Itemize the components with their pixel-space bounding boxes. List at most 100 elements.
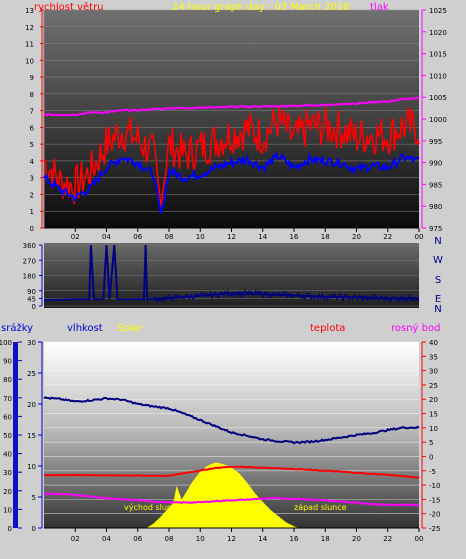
rain-tick-label: 80 bbox=[3, 376, 12, 384]
rain-tick-label: 30 bbox=[3, 469, 12, 477]
solar-label: Solar bbox=[117, 323, 143, 334]
wind-time-tick-label: 10 bbox=[196, 233, 205, 241]
direction-tick-label: 45 bbox=[27, 295, 36, 303]
climate-time-tick-label: 14 bbox=[258, 535, 267, 543]
pressure-label: tlak bbox=[370, 2, 389, 13]
wind-tick-label: 7 bbox=[30, 108, 34, 116]
rain-tick-label: 0 bbox=[8, 525, 12, 533]
wind-time-tick-label: 00 bbox=[415, 233, 424, 241]
humidity-tick-label: 5 bbox=[32, 494, 36, 502]
wind-speed-label: rychlost větru bbox=[34, 1, 104, 13]
climate-time-axis: 02 04 06 08 10 12 14 16 18 20 22 00 bbox=[71, 528, 424, 543]
temperature-axis: -25 -20 -15 -10 -5 0 5 10 15 20 25 30 35 40 bbox=[421, 339, 440, 533]
wind-tick-label: 8 bbox=[30, 91, 34, 99]
rain-tick-label: 90 bbox=[3, 358, 12, 366]
rain-tick-label: 10 bbox=[3, 506, 12, 514]
temperature-line bbox=[43, 465, 419, 479]
climate-time-tick-label: 18 bbox=[321, 535, 330, 543]
wind-panel-series bbox=[43, 96, 420, 214]
pressure-tick-label: 1015 bbox=[429, 51, 447, 59]
direction-tick-label: 180 bbox=[23, 273, 36, 281]
pressure-tick-label: 1025 bbox=[429, 7, 447, 15]
temperature-tick-label: -10 bbox=[429, 482, 440, 490]
wind-time-tick-label: 08 bbox=[165, 233, 174, 241]
wind-tick-label: 1 bbox=[30, 208, 34, 216]
temperature-tick-label: 30 bbox=[429, 368, 438, 376]
wind-time-tick-label: 02 bbox=[71, 233, 80, 241]
pressure-tick-label: 1010 bbox=[429, 72, 447, 80]
humidity-tick-label: 10 bbox=[27, 463, 36, 471]
humidity-label: vlhkost bbox=[67, 323, 103, 334]
climate-time-tick-label: 00 bbox=[415, 535, 424, 543]
graph-title: 24 hour graph day : 03 March 2018 bbox=[172, 2, 350, 13]
humidity-tick-label: 15 bbox=[27, 432, 36, 440]
direction-tick-label: 90 bbox=[27, 288, 36, 296]
climate-time-tick-label: 10 bbox=[196, 535, 205, 543]
wind-gust-line bbox=[43, 105, 420, 208]
rain-bar-track bbox=[13, 342, 18, 528]
rain-tick-label: 20 bbox=[3, 488, 12, 496]
compass-label-2: S bbox=[435, 275, 441, 286]
wind-tick-label: 0 bbox=[30, 225, 34, 233]
wind-tick-label: 11 bbox=[25, 41, 34, 49]
solar-series bbox=[145, 462, 298, 529]
pressure-tick-label: 985 bbox=[429, 181, 442, 189]
climate-time-tick-label: 08 bbox=[165, 535, 174, 543]
compass-label-4: N bbox=[434, 304, 441, 315]
temperature-tick-label: 40 bbox=[429, 339, 438, 347]
direction-tick-label: 360 bbox=[23, 242, 36, 250]
climate-time-tick-label: 12 bbox=[227, 535, 236, 543]
humidity-tick-label: 30 bbox=[27, 339, 36, 347]
wind-time-tick-label: 12 bbox=[227, 233, 236, 241]
pressure-tick-label: 1000 bbox=[429, 116, 447, 124]
wind-tick-label: 6 bbox=[30, 124, 35, 132]
wind-time-tick-label: 06 bbox=[133, 233, 142, 241]
climate-time-tick-label: 22 bbox=[383, 535, 392, 543]
wind-tick-label: 5 bbox=[30, 141, 34, 149]
rain-tick-label: 100 bbox=[0, 339, 12, 347]
humidity-tick-label: 0 bbox=[32, 525, 36, 533]
pressure-tick-label: 995 bbox=[429, 138, 442, 146]
temperature-tick-label: -15 bbox=[429, 496, 440, 504]
climate-panel-series bbox=[43, 396, 420, 507]
climate-time-tick-label: 06 bbox=[133, 535, 142, 543]
direction-tick-label: 0 bbox=[32, 303, 36, 311]
climate-time-tick-label: 04 bbox=[102, 535, 111, 543]
climate-time-tick-label: 20 bbox=[352, 535, 361, 543]
temperature-tick-label: 5 bbox=[429, 439, 433, 447]
dewpoint-label: rosný bod bbox=[391, 322, 440, 334]
compass-label-0: N bbox=[434, 236, 441, 247]
wind-time-tick-label: 18 bbox=[321, 233, 330, 241]
solar-area bbox=[145, 462, 298, 529]
pressure-tick-label: 1005 bbox=[429, 94, 447, 102]
wind-tick-label: 3 bbox=[30, 175, 34, 183]
wind-tick-label: 13 bbox=[25, 7, 34, 15]
pressure-tick-label: 1020 bbox=[429, 29, 447, 37]
direction-series bbox=[43, 244, 420, 304]
sunrise-annotation: východ slunce bbox=[124, 503, 181, 512]
humidity-tick-label: 20 bbox=[27, 401, 36, 409]
pressure-tick-label: 990 bbox=[429, 160, 442, 168]
temperature-tick-label: -25 bbox=[429, 525, 440, 533]
climate-time-tick-label: 16 bbox=[290, 535, 299, 543]
wind-direction-variation bbox=[153, 288, 420, 304]
temperature-tick-label: -20 bbox=[429, 511, 440, 519]
temperature-tick-label: 35 bbox=[429, 353, 438, 361]
wind-average-line bbox=[43, 151, 420, 214]
pressure-line bbox=[43, 96, 420, 117]
wind-tick-label: 10 bbox=[25, 57, 34, 65]
wind-time-tick-label: 20 bbox=[352, 233, 361, 241]
direction-tick-label: 270 bbox=[23, 257, 36, 265]
wind-time-tick-label: 04 bbox=[102, 233, 111, 241]
wind-panel-plot bbox=[44, 10, 419, 228]
wind-time-tick-label: 22 bbox=[383, 233, 392, 241]
compass-label-1: W bbox=[433, 255, 443, 266]
pressure-axis: 975 980 985 990 995 1000 1005 1010 1015 1020 1025 bbox=[421, 7, 447, 233]
temperature-tick-label: 10 bbox=[429, 425, 438, 433]
wind-tick-label: 4 bbox=[30, 158, 35, 166]
wind-tick-label: 12 bbox=[25, 24, 34, 32]
dewpoint-line bbox=[43, 492, 420, 507]
